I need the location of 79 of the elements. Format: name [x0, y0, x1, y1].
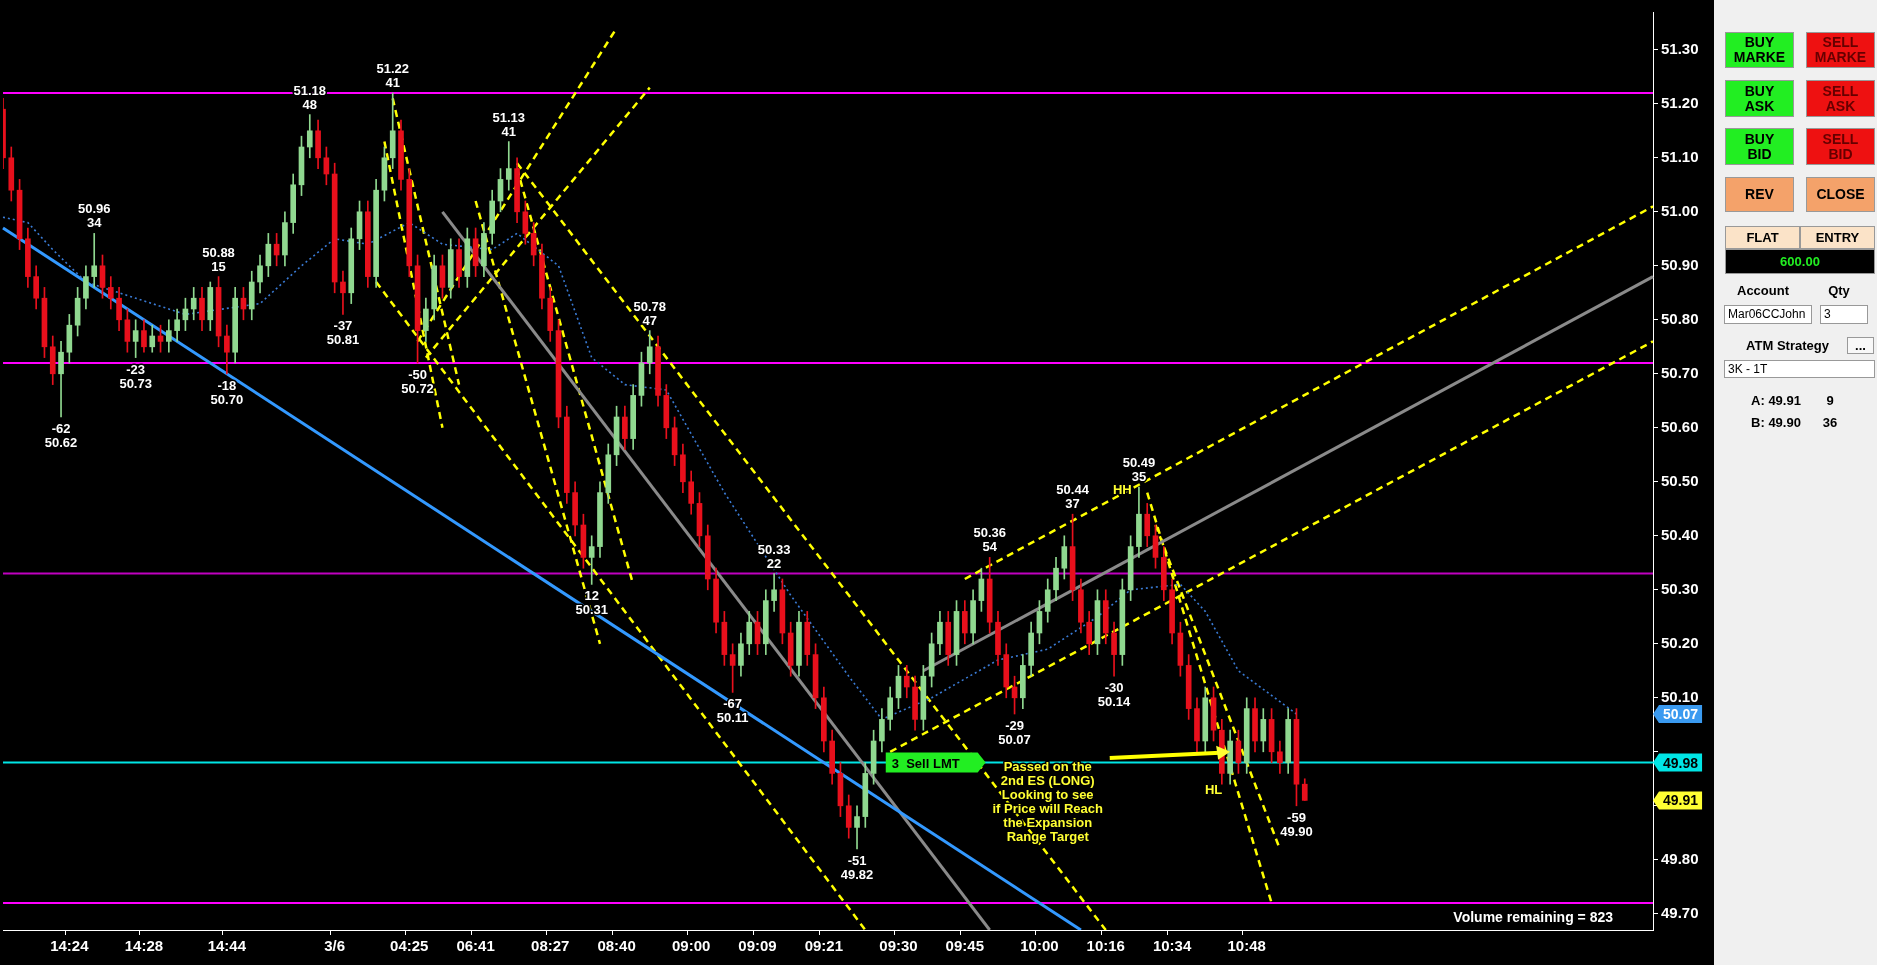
text: 9: [1825, 392, 1835, 408]
text: ...: [1847, 337, 1874, 354]
y-tick-label: 49.70: [1661, 903, 1699, 921]
annotation: Volume remaining = 823: [1453, 909, 1614, 925]
y-tick-label: 51.10: [1661, 147, 1699, 165]
text: 49.91: [1663, 792, 1699, 809]
text: 50.33 22: [757, 541, 791, 571]
text: -50 50.72: [401, 367, 434, 396]
annotation: HL: [1204, 781, 1223, 797]
text: SELL MARKE: [1806, 32, 1875, 68]
y-tick-label: 50.90: [1661, 255, 1699, 273]
text: -29: [1005, 718, 1024, 733]
y-tick-label: 50.60: [1661, 417, 1699, 435]
text: 50.96 34: [77, 201, 111, 231]
x-tick-label: 06:41: [456, 937, 495, 955]
text: -51 49.82: [840, 853, 874, 882]
y-tick-label: 51.30: [1661, 39, 1699, 57]
text: Mar06CCJohn: [1724, 305, 1812, 324]
text: B: 49.90: [1750, 414, 1802, 430]
x-tick-label: 08:40: [597, 937, 636, 955]
y-tick-label: 51.00: [1661, 201, 1699, 219]
text: -37 50.81: [326, 318, 360, 348]
y-tick-label: 50.30: [1661, 579, 1699, 597]
x-tick-label: 14:44: [207, 937, 247, 955]
y-tick-label: 50.20: [1661, 633, 1699, 651]
text: Qty: [1827, 281, 1851, 300]
text: 3: [1820, 305, 1868, 324]
text: 51.13 41: [492, 109, 526, 139]
x-tick-label: 09:00: [672, 937, 711, 955]
y-tick-label: 50.70: [1661, 363, 1699, 381]
x-tick-label: 09:21: [804, 937, 844, 955]
x-tick-label: 3/6: [324, 937, 346, 955]
text: 51.22 41: [376, 61, 409, 90]
y-tick-label: 51.20: [1661, 93, 1699, 111]
text: CLOSE: [1806, 177, 1875, 212]
text: SELL BID: [1806, 128, 1875, 165]
text: -18 50.70: [210, 377, 244, 407]
text: -62 50.62: [44, 421, 78, 450]
text: 50.88 15: [202, 244, 235, 274]
text: ENTRY: [1800, 226, 1875, 249]
x-tick-label: 09:30: [879, 937, 918, 955]
text: -30 50.14: [1097, 680, 1131, 710]
text: 600.00: [1725, 249, 1875, 274]
x-tick-label: 09:45: [945, 937, 984, 955]
y-tick-label: 50.10: [1661, 687, 1699, 705]
text: -59 49.90: [1280, 809, 1313, 839]
annotation: Passed on the 2nd ES (LONG) Looking to see if Price will Reach the Expansion Range Target: [992, 759, 1104, 844]
x-tick-label: 04:25: [390, 937, 429, 955]
text: 49.98: [1663, 754, 1699, 771]
x-tick-label: 14:24: [50, 937, 90, 955]
text: 3K - 1T: [1724, 360, 1875, 378]
y-tick-label: 49.80: [1661, 849, 1699, 867]
ref-line-label: 3 Sell LMT: [891, 755, 960, 771]
x-tick-label: 09:09: [738, 937, 777, 955]
y-tick-label: 50.40: [1661, 525, 1699, 543]
x-tick-label: 10:48: [1227, 937, 1266, 955]
text: Account: [1736, 281, 1790, 300]
text: BUY MARKE: [1725, 32, 1794, 68]
text: 36: [1821, 414, 1839, 430]
y-tick-label: 50.50: [1661, 471, 1699, 489]
annotation: 50.07: [998, 732, 1031, 747]
text: 50.07: [1663, 706, 1699, 722]
x-tick-label: 10:00: [1020, 937, 1059, 955]
x-tick-label: 10:16: [1086, 937, 1125, 955]
text: BUY ASK: [1725, 80, 1794, 117]
y-tick-label: 50.80: [1661, 309, 1699, 327]
x-tick-label: 08:27: [531, 937, 570, 955]
text: -23 50.73: [119, 361, 152, 391]
text: 50.44 37: [1056, 482, 1089, 512]
text: A: 49.91: [1750, 392, 1802, 408]
text: REV: [1725, 177, 1794, 212]
text: SELL ASK: [1806, 80, 1875, 117]
text: BUY BID: [1725, 128, 1794, 165]
text: ATM Strategy: [1745, 336, 1830, 355]
x-tick-label: 14:28: [124, 937, 164, 955]
text: FLAT: [1725, 226, 1800, 249]
x-tick-label: 10:34: [1152, 937, 1192, 955]
text: 50.78 47: [633, 298, 667, 328]
text: 50.36 54: [973, 525, 1006, 555]
